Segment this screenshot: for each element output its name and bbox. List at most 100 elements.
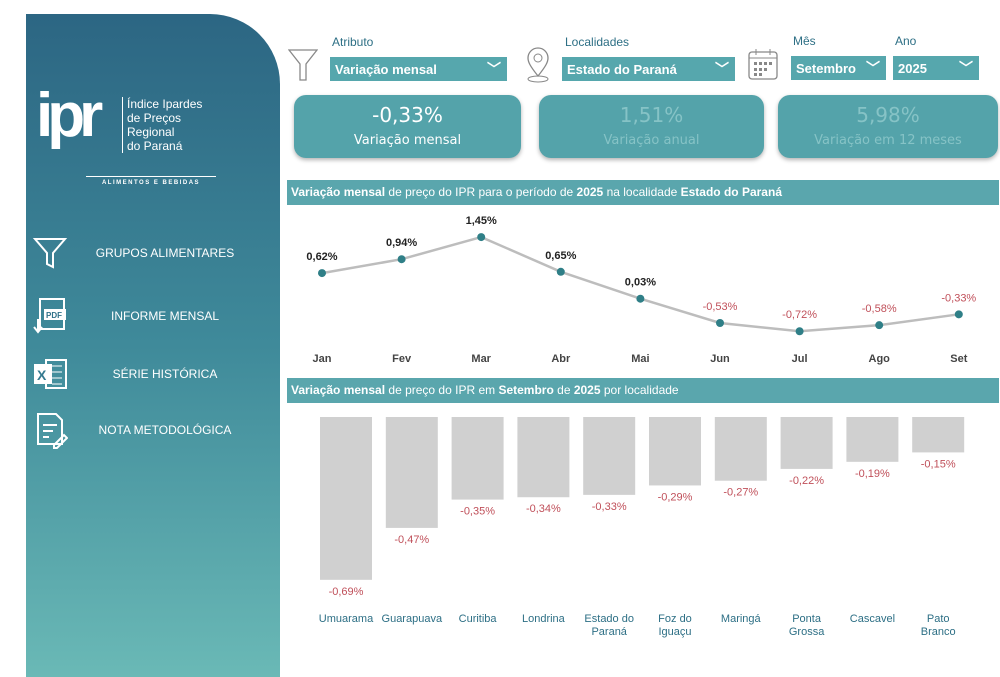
x-tick-label: Maringá: [721, 613, 762, 625]
x-tick-label: Branco: [921, 626, 956, 638]
x-tick-label: Jun: [710, 353, 730, 365]
ipr-logo: ipr Índice Ipardes de Preços Regional do Pa…: [36, 80, 236, 190]
kpi-value: -0,33%: [372, 103, 443, 127]
bar: [780, 417, 833, 469]
logo-line: de Preços: [127, 111, 182, 125]
data-label: -0,27%: [723, 487, 758, 499]
pdf-icon: PDF: [30, 297, 70, 335]
bar: [846, 417, 899, 462]
x-tick-label: Londrina: [522, 613, 566, 625]
atributo-dropdown[interactable]: Variação mensal ﹀: [330, 57, 507, 81]
data-label: 0,62%: [306, 251, 337, 263]
nav-grupos-alimentares[interactable]: GRUPOS ALIMENTARES: [30, 233, 260, 273]
logo-line: Índice Ipardes: [127, 97, 203, 111]
data-point: [795, 327, 804, 336]
x-tick-label: Mai: [631, 353, 649, 365]
atributo-label: Atributo: [332, 35, 374, 49]
x-tick-label: Curitiba: [459, 613, 498, 625]
title-text: na localidade: [603, 185, 681, 199]
nav-label: INFORME MENSAL: [110, 309, 219, 323]
data-point: [318, 269, 326, 278]
bar: [583, 417, 636, 495]
nav-informe-mensal[interactable]: PDF INFORME MENSAL: [30, 296, 260, 336]
bar-chart: -0,69% Umuarama -0,47% Guarapuava -0,35% Curi…: [319, 417, 965, 638]
data-point: [875, 321, 884, 330]
data-point: [556, 267, 565, 276]
kpi-name: Variação anual: [603, 133, 700, 148]
data-point: [636, 294, 645, 303]
data-label: -0,53%: [703, 301, 738, 313]
data-point: [716, 319, 724, 328]
atributo-value: Variação mensal: [335, 61, 437, 77]
funnel-icon: [30, 234, 70, 272]
logo-mark: ipr: [36, 81, 103, 150]
x-tick-label: Ago: [869, 353, 891, 365]
logo-line: do Paraná: [127, 139, 183, 153]
ano-dropdown[interactable]: 2025 ﹀: [893, 56, 979, 80]
calendar-icon: [748, 49, 778, 80]
svg-text:X: X: [37, 367, 47, 383]
logo-text: Índice Ipardes de Preços Regional do Paraná: [122, 97, 202, 153]
data-label: -0,47%: [394, 534, 429, 546]
kpi-value: 1,51%: [619, 103, 684, 127]
data-label: -0,15%: [921, 458, 956, 470]
localidade-value: Estado do Paraná: [567, 61, 677, 77]
bar-chart-title: Variação mensal de preço do IPR em Setem…: [287, 378, 999, 403]
data-label: -0,29%: [658, 491, 693, 503]
x-tick-label: Abr: [551, 353, 571, 365]
logo-subtitle: ALIMENTOS E BEBIDAS: [86, 176, 216, 186]
title-text: por localidade: [600, 383, 679, 397]
x-tick-label: Jan: [313, 353, 332, 365]
title-text: de preço do IPR para o período de: [385, 185, 577, 199]
x-tick-label: Set: [950, 353, 967, 365]
chevron-down-icon: ﹀: [959, 60, 973, 76]
data-label: 1,45%: [466, 215, 497, 227]
bar: [451, 417, 504, 500]
filter-icon: [288, 49, 318, 81]
x-tick-label: Grossa: [789, 626, 825, 638]
mes-dropdown[interactable]: Setembro ﹀: [791, 56, 886, 80]
nav-serie-historica[interactable]: X SÉRIE HISTÓRICA: [30, 354, 260, 394]
title-text: de preço do IPR em: [385, 383, 499, 397]
location-pin-icon: [527, 47, 549, 83]
x-tick-label: Iguaçu: [658, 626, 691, 638]
kpi-variacao-anual[interactable]: 1,51% Variação anual: [539, 95, 764, 158]
bar: [714, 417, 767, 481]
nav-nota-metodologica[interactable]: NOTA METODOLÓGICA: [30, 410, 260, 450]
svg-text:PDF: PDF: [46, 311, 62, 320]
mes-value: Setembro: [796, 60, 856, 76]
x-tick-label: Estado do: [584, 613, 634, 625]
nav-label: SÉRIE HISTÓRICA: [112, 367, 218, 381]
excel-icon: X: [30, 355, 70, 393]
data-label: 0,03%: [625, 277, 656, 289]
x-tick-label: Jul: [792, 353, 808, 365]
nav-label: NOTA METODOLÓGICA: [98, 423, 232, 437]
title-bold: Variação mensal: [291, 185, 386, 199]
sidebar: [26, 14, 280, 677]
mes-label: Mês: [793, 34, 816, 48]
data-label: -0,72%: [782, 309, 817, 321]
data-point: [477, 233, 486, 242]
title-text: de: [553, 383, 574, 397]
x-tick-label: Umuarama: [319, 613, 374, 625]
ano-label: Ano: [895, 34, 917, 48]
title-bold: 2025: [576, 185, 604, 199]
x-tick-label: Foz do: [658, 613, 692, 625]
data-label: -0,58%: [862, 303, 897, 315]
x-tick-label: Fev: [392, 353, 412, 365]
kpi-variacao-12-meses[interactable]: 5,98% Variação em 12 meses: [778, 95, 998, 158]
kpi-variacao-mensal[interactable]: -0,33% Variação mensal: [294, 95, 521, 158]
x-tick-label: Pato: [927, 613, 950, 625]
line-chart: 0,62% Jan 0,94% Fev 1,45% Mar 0,65% Abr 0,03% Mai…: [306, 215, 976, 365]
data-label: -0,19%: [855, 468, 890, 480]
bar: [517, 417, 570, 498]
x-tick-label: Mar: [471, 353, 491, 365]
nav-label: GRUPOS ALIMENTARES: [95, 246, 235, 260]
bar: [385, 417, 438, 528]
data-label: -0,35%: [460, 506, 495, 518]
title-bold: 2025: [573, 383, 601, 397]
localidade-dropdown[interactable]: Estado do Paraná ﹀: [562, 57, 735, 81]
data-point: [954, 310, 963, 319]
bar: [649, 417, 701, 486]
data-label: -0,69%: [329, 586, 364, 598]
